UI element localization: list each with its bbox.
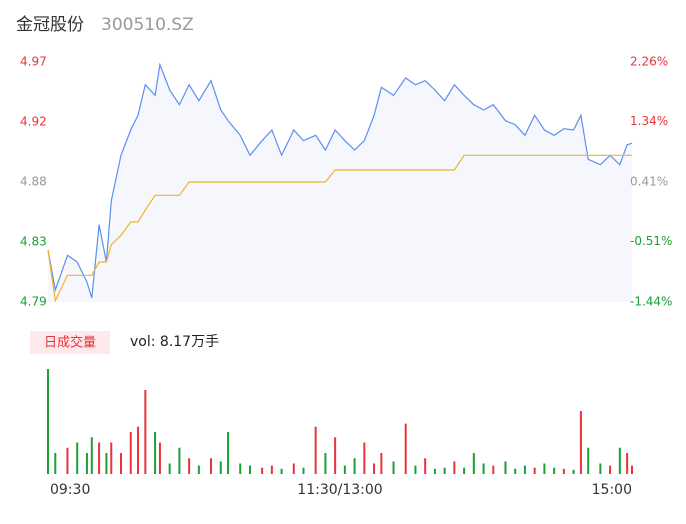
volume-bar <box>373 463 376 474</box>
volume-bar <box>424 458 427 474</box>
volume-bar <box>334 437 337 474</box>
volume-bar <box>414 465 417 474</box>
volume-bar <box>324 453 327 474</box>
volume-bar <box>280 468 283 474</box>
y2-tick-label: 1.34% <box>630 114 668 128</box>
volume-bar <box>144 390 147 474</box>
y-tick-label: 4.92 <box>20 115 47 129</box>
volume-bar <box>443 467 446 474</box>
volume-bar <box>523 465 526 474</box>
y2-tick-label: 2.26% <box>630 55 668 69</box>
average-line <box>47 154 632 303</box>
volume-bar <box>363 442 366 474</box>
x-tick-label: 11:30/13:00 <box>297 482 382 498</box>
volume-bar <box>514 468 517 474</box>
volume-bar <box>618 447 621 474</box>
volume-bar <box>227 432 230 474</box>
volume-bar <box>463 467 466 474</box>
volume-bar <box>76 442 79 474</box>
volume-bar <box>248 465 251 474</box>
x-tick-label: 09:30 <box>50 482 90 498</box>
volume-bar <box>197 465 200 474</box>
volume-bar <box>168 463 171 474</box>
volume-bar <box>472 453 475 474</box>
volume-bar <box>504 461 507 474</box>
volume-bar <box>137 426 140 474</box>
volume-bar <box>562 468 565 474</box>
volume-bar <box>178 447 181 474</box>
legend-label: 日成交量 <box>44 335 96 351</box>
volume-bar <box>261 467 264 474</box>
volume-bar <box>90 437 93 474</box>
price-area <box>48 64 632 302</box>
volume-bar <box>154 432 157 474</box>
chart-subtitle: 300510.SZ <box>101 15 194 35</box>
volume-bar <box>120 453 122 474</box>
chart-title: 金冠股份 <box>16 15 84 35</box>
volume-bar <box>626 453 629 474</box>
volume-bar <box>219 461 222 474</box>
volume-bar <box>353 458 356 474</box>
y2-tick-label: -0.51% <box>630 234 672 248</box>
volume-bar <box>292 463 295 474</box>
volume-bar <box>302 467 305 474</box>
volume-bar <box>492 465 495 474</box>
y2-tick-label: 0.41% <box>630 175 668 189</box>
volume-bar <box>543 463 546 474</box>
volume-bar <box>314 426 317 474</box>
volume-bar <box>553 467 556 474</box>
volume-bar <box>572 469 575 474</box>
volume-bar <box>392 461 395 474</box>
volume-bar <box>609 465 612 474</box>
legend-box <box>30 331 110 354</box>
volume-bar <box>579 411 582 474</box>
volume-bar <box>85 453 88 474</box>
volume-bar <box>380 453 383 474</box>
y2-tick-label: -1.44% <box>630 295 672 309</box>
volume-bar <box>66 447 69 474</box>
volume-bar <box>343 465 346 474</box>
y-tick-label: 4.88 <box>20 175 47 189</box>
volume-bar <box>188 458 191 474</box>
volume-bar <box>110 442 113 474</box>
volume-bar <box>587 447 590 474</box>
volume-bar <box>404 423 407 474</box>
volume-bar <box>210 458 213 474</box>
volume-text: vol: 8.17万手 <box>130 334 219 350</box>
volume-bar <box>98 442 101 474</box>
volume-bar <box>47 369 49 474</box>
volume-bar <box>270 465 273 474</box>
y-tick-label: 4.83 <box>20 235 47 249</box>
volume-bar <box>239 463 242 474</box>
x-tick-label: 15:00 <box>592 482 632 498</box>
volume-bar <box>533 467 536 474</box>
y-tick-label: 4.97 <box>20 55 47 69</box>
volume-bar <box>631 465 633 474</box>
volume-bar <box>453 461 456 474</box>
y-tick-label: 4.79 <box>20 295 47 309</box>
volume-bar <box>105 453 108 474</box>
volume-bar <box>433 468 436 474</box>
volume-bar <box>54 453 57 474</box>
volume-bar <box>129 432 132 474</box>
volume-bar <box>599 463 602 474</box>
price-line <box>47 62 633 299</box>
volume-bar <box>158 442 161 474</box>
volume-bar <box>482 463 485 474</box>
